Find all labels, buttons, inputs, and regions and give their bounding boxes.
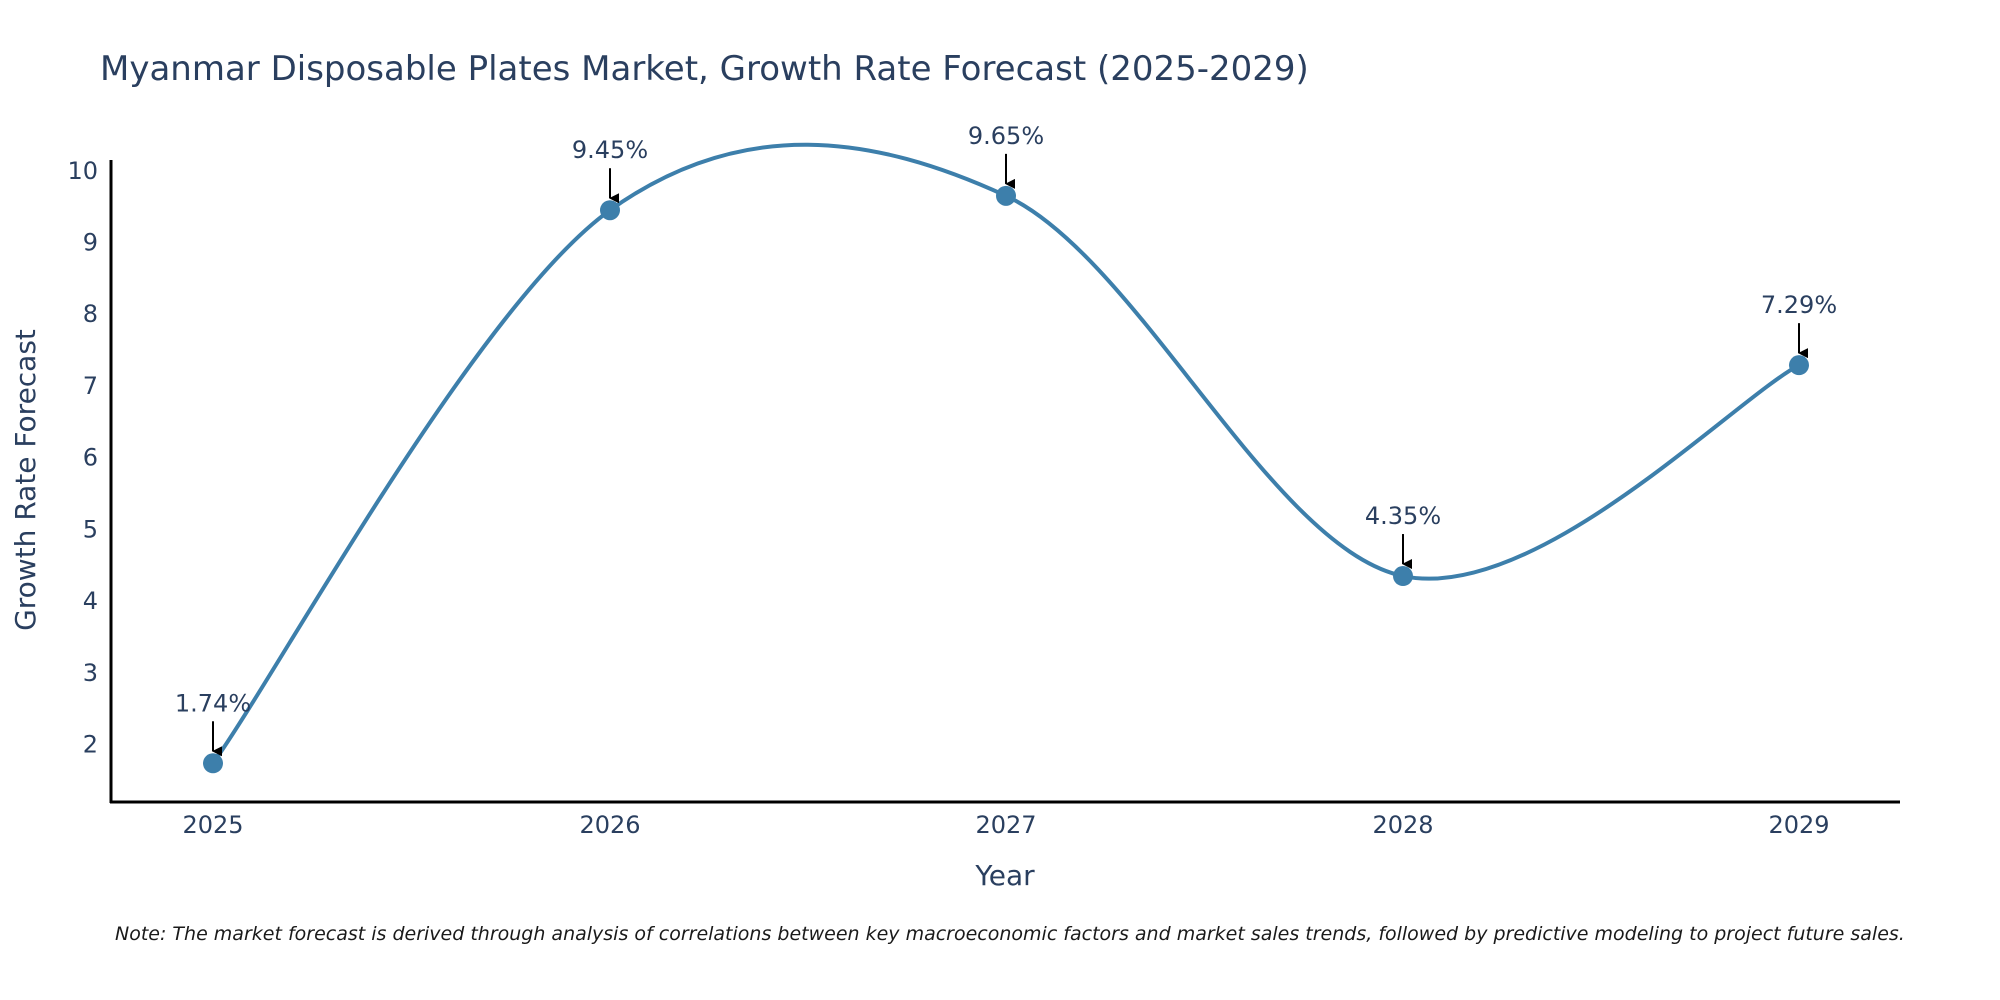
y-tick-label: 9 <box>83 228 98 256</box>
y-tick-label: 5 <box>83 515 98 543</box>
data-annotations: 1.74% 9.45% 9.65% 4.35% 7.29% <box>175 122 1837 757</box>
annotation-label: 4.35% <box>1365 502 1441 530</box>
y-tick-label: 10 <box>67 157 98 185</box>
annotation-label: 1.74% <box>175 689 251 717</box>
x-axis-ticks: 2025 2026 2027 2028 2029 <box>182 811 1829 839</box>
annotation-label: 9.65% <box>968 122 1044 150</box>
y-tick-label: 3 <box>83 659 98 687</box>
chart-title: Myanmar Disposable Plates Market, Growth… <box>100 49 1309 89</box>
data-point-2029 <box>1789 355 1809 376</box>
data-point-2027 <box>996 185 1016 206</box>
annotation-label: 9.45% <box>572 136 648 164</box>
x-tick-label: 2028 <box>1372 811 1433 839</box>
x-tick-label: 2026 <box>579 811 640 839</box>
series-line <box>211 142 1800 765</box>
y-tick-label: 8 <box>83 300 98 328</box>
x-tick-label: 2025 <box>182 811 243 839</box>
x-tick-label: 2029 <box>1768 811 1829 839</box>
y-axis-title: Growth Rate Forecast <box>9 329 42 631</box>
y-tick-label: 4 <box>83 587 98 615</box>
x-axis-title: Year <box>974 859 1035 892</box>
x-tick-label: 2027 <box>975 811 1036 839</box>
y-axis-ticks: 2 3 4 5 6 7 8 9 10 <box>67 157 98 759</box>
data-point-2025 <box>203 753 223 774</box>
footnote: Note: The market forecast is derived thr… <box>115 923 1905 945</box>
annotation-label: 7.29% <box>1761 291 1837 319</box>
y-tick-label: 6 <box>83 444 98 472</box>
data-markers <box>203 185 1809 774</box>
y-tick-label: 2 <box>83 731 98 759</box>
y-tick-label: 7 <box>83 372 98 400</box>
data-point-2028 <box>1393 566 1413 587</box>
data-point-2026 <box>600 200 620 221</box>
